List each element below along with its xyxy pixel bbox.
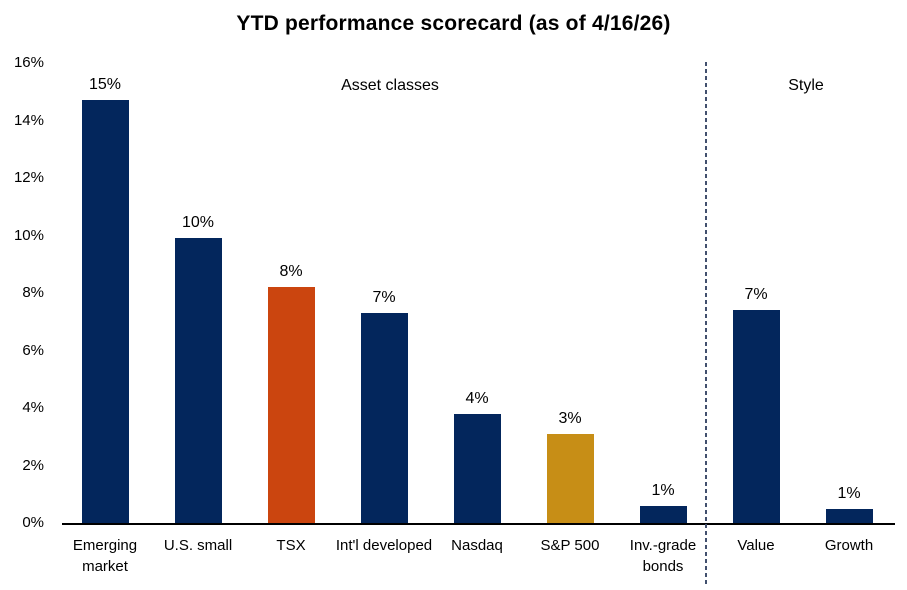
x-category-label-emerging-market: Emerging market <box>72 537 138 575</box>
y-tick-label: 10% <box>13 226 44 244</box>
x-axis-category-labels: Emerging market U.S. small TSX Int'l develo… <box>62 535 895 590</box>
bar-value-label-s-p-500: 3% <box>558 410 582 427</box>
bar-value-label-inv-grade-bonds: 1% <box>651 482 675 499</box>
x-category-label-s-p-500: S&P 500 <box>540 537 600 554</box>
x-category-label-int-l-developed: Int'l developed <box>335 537 433 554</box>
x-category-label-value: Value <box>737 537 775 554</box>
bar-value-label-tsx: 8% <box>279 263 303 280</box>
plot-area: Asset classes Style 15% 10% 8% 7% 4% 3% 1% 7% 1% <box>62 63 895 525</box>
y-tick-label: 2% <box>22 456 44 474</box>
y-tick-label: 12% <box>13 169 44 186</box>
bar-int-l-developed <box>361 313 408 523</box>
chart-title: YTD performance scorecard (as of 4/16/26… <box>236 12 671 35</box>
bar-s-p-500 <box>547 434 594 523</box>
x-category-label-nasdaq: Nasdaq <box>451 537 503 554</box>
section-divider-dashed-line <box>705 62 707 587</box>
bar-value-label-value: 7% <box>744 286 768 303</box>
bar-value-label-u-s-small: 10% <box>181 214 215 231</box>
y-tick-label: 4% <box>22 399 44 416</box>
x-category-label-inv-grade-bonds: Inv.-grade bonds <box>629 537 697 575</box>
y-tick-label: 16% <box>13 54 44 71</box>
x-category-label-growth: Growth <box>824 537 874 554</box>
bar-u-s-small <box>175 238 222 523</box>
y-tick-label: 0% <box>22 514 44 531</box>
bar-inv-grade-bonds <box>640 506 687 523</box>
bar-tsx <box>268 287 315 523</box>
section-label-style: Style <box>788 77 824 94</box>
x-category-label-u-s-small: U.S. small <box>163 537 233 554</box>
bar-value-label-growth: 1% <box>837 485 861 502</box>
bar-value-label-nasdaq: 4% <box>465 390 489 407</box>
section-label-asset-classes: Asset classes <box>341 77 439 94</box>
bar-growth <box>826 509 873 523</box>
y-tick-label: 6% <box>22 341 44 359</box>
bar-value-label-emerging-market: 15% <box>88 76 122 93</box>
y-tick-label: 14% <box>13 111 44 129</box>
bar-value-label-int-l-developed: 7% <box>372 289 396 306</box>
y-tick-label: 8% <box>22 284 44 301</box>
bar-value <box>733 310 780 523</box>
x-category-label-tsx: TSX <box>276 537 306 554</box>
bar-emerging-market <box>82 100 129 523</box>
bar-nasdaq <box>454 414 501 523</box>
